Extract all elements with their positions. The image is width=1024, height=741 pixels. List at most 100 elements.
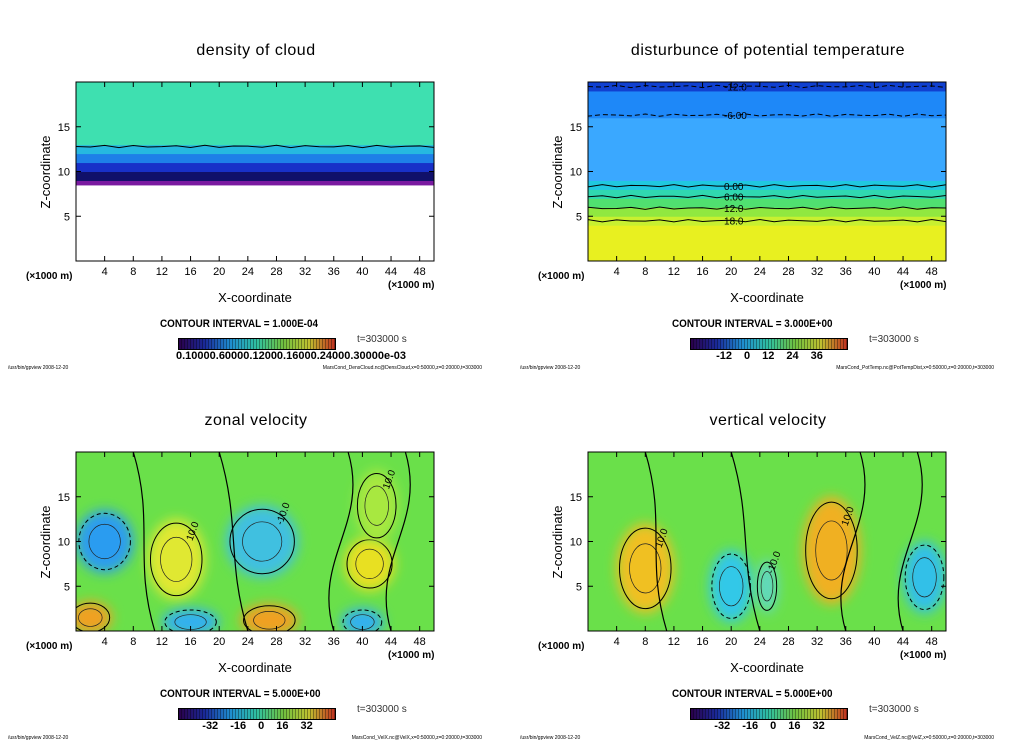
x-tick-label: 40 <box>356 636 368 648</box>
colorbar <box>178 338 336 350</box>
time-label: t=303000 s <box>357 334 407 345</box>
x-tick-label: 32 <box>299 636 311 648</box>
color-band <box>76 184 434 261</box>
colorbar-tick: -32 <box>202 720 219 732</box>
field-extremum <box>903 541 946 614</box>
x-tick-label: 40 <box>868 266 880 278</box>
x-tick-label: 40 <box>868 636 880 648</box>
y-tick-label: 15 <box>58 492 70 504</box>
footer-source: MarsCond_VelX.nc@VelX,x=0:50000,z=0:2000… <box>351 735 482 741</box>
x-tick-label: 24 <box>754 636 766 648</box>
color-band <box>588 117 946 181</box>
x-unit-label: (×1000 m) <box>900 650 946 661</box>
x-tick-label: 8 <box>642 266 648 278</box>
field-extremum <box>226 505 298 578</box>
footer-program: /usr/bin/gpview 2008-12-20 <box>520 365 581 371</box>
contour-interval: CONTOUR INTERVAL = 3.000E+00 <box>672 318 833 330</box>
colorbar-tick: 0 <box>770 720 777 732</box>
field-extremum <box>802 496 861 605</box>
footer-program: /usr/bin/gpview 2008-12-20 <box>520 735 581 741</box>
contour-line <box>149 522 203 597</box>
field-extremum <box>344 537 395 591</box>
contour-line <box>242 521 283 562</box>
x-tick-label: 12 <box>156 636 168 648</box>
chart-title: disturbunce of potential temperature <box>630 42 906 59</box>
x-tick-label: 48 <box>414 636 426 648</box>
contour-interval: CONTOUR INTERVAL = 5.000E+00 <box>160 688 321 700</box>
time-label: t=303000 s <box>869 704 919 715</box>
y-tick-label: 10 <box>570 537 582 549</box>
colorbar-tick: 0 <box>258 720 265 732</box>
x-tick-label: 16 <box>184 266 196 278</box>
x-tick-label: 16 <box>184 636 196 648</box>
contour-line <box>160 536 193 582</box>
y-tick-label: 10 <box>58 537 70 549</box>
footer-source: MarsCond_DensCloud.nc@DensCloud,x=0:5000… <box>322 365 482 371</box>
colorbar-ticks: -32 -16 0 16 32 <box>170 720 345 732</box>
x-tick-label: 32 <box>811 266 823 278</box>
contour-label: 12.0 <box>724 204 744 215</box>
contour-label: 18.0 <box>724 217 744 228</box>
contour-line <box>912 557 937 598</box>
colorbar-tick: -16 <box>230 720 247 732</box>
footer-source: MarsCond_VelZ.nc@VelZ,x=0:50000,z=0:2000… <box>864 735 994 741</box>
x-tick-label: 28 <box>270 266 282 278</box>
x-axis-label: X-coordinate <box>218 290 292 305</box>
color-band <box>76 171 434 181</box>
x-tick-label: 48 <box>414 266 426 278</box>
zero-contour-line <box>730 452 761 631</box>
contour-line <box>588 194 946 199</box>
field-extremum <box>76 601 112 631</box>
x-tick-label: 48 <box>926 636 938 648</box>
colorbar-tick: 16 <box>276 720 289 732</box>
contour-line <box>164 609 217 631</box>
colorbar-tick: 32 <box>300 720 313 732</box>
contour-line <box>229 508 295 575</box>
colorbar-ticks: -32 -16 0 16 32 <box>682 720 857 732</box>
x-tick-label: 32 <box>811 636 823 648</box>
x-tick-label: 36 <box>328 266 340 278</box>
colorbar-tick: 0.10000.60000.12000.16000.24000.30000e-0… <box>176 350 407 362</box>
contour-line <box>711 553 752 619</box>
field-extremum <box>709 550 753 623</box>
zero-contour-line <box>132 452 156 631</box>
x-unit-label: (×1000 m) <box>538 271 584 282</box>
x-tick-label: 16 <box>696 636 708 648</box>
colorbar-tick: 16 <box>788 720 801 732</box>
color-band <box>76 162 434 172</box>
zero-contour-line <box>840 452 866 631</box>
chart-title: vertical velocity <box>709 412 827 429</box>
panel-vertical-velocity: vertical velocity CONTOUR INTERVAL = 5.0… <box>512 370 1024 741</box>
y-tick-label: 15 <box>58 122 70 134</box>
contour-line <box>88 523 121 560</box>
panel-density-of-cloud: density of cloud CONTOUR INTERVAL = 1.00… <box>0 0 512 371</box>
contour-line <box>629 543 662 594</box>
x-tick-label: 28 <box>782 636 794 648</box>
contour-interval: CONTOUR INTERVAL = 5.000E+00 <box>672 688 833 700</box>
colorbar-tick: 32 <box>812 720 825 732</box>
contour-line <box>588 113 946 117</box>
color-band <box>76 82 434 146</box>
contour-line <box>805 501 858 600</box>
x-tick-label: 8 <box>130 636 136 648</box>
y-tick-label: 10 <box>58 167 70 179</box>
x-unit-label: (×1000 m) <box>26 641 72 652</box>
x-tick-label: 44 <box>897 636 909 648</box>
contour-label: 6.00 <box>724 193 744 204</box>
x-unit-label: (×1000 m) <box>26 271 72 282</box>
contour-line <box>760 571 774 602</box>
x-tick-label: 8 <box>642 636 648 648</box>
colorbar-tick: 36 <box>810 350 823 362</box>
x-tick-label: 20 <box>725 266 737 278</box>
contour-line <box>588 84 946 89</box>
y-tick-label: 10 <box>570 167 582 179</box>
field-extremum <box>616 523 674 614</box>
x-tick-label: 28 <box>782 266 794 278</box>
contour-line <box>346 539 393 589</box>
y-axis-label: Z-coordinate <box>38 136 53 209</box>
time-label: t=303000 s <box>357 704 407 715</box>
x-tick-label: 44 <box>385 636 397 648</box>
